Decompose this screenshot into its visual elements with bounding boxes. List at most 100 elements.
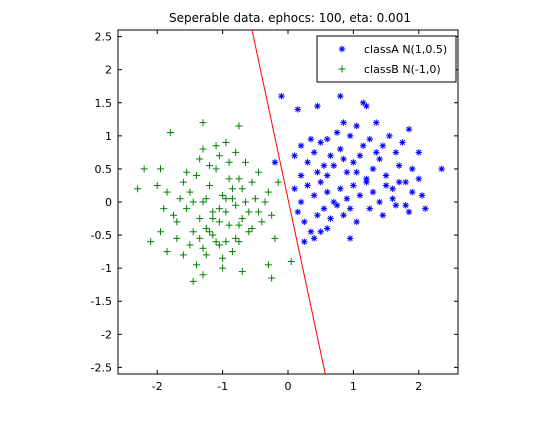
classB-point	[245, 228, 253, 236]
y-tick-label: 0.5	[95, 163, 113, 176]
classB-point	[173, 234, 181, 242]
classA-point	[415, 149, 422, 156]
classA-point	[395, 178, 403, 186]
classA-point	[389, 195, 396, 202]
classB-point	[196, 234, 204, 242]
classA-point	[294, 208, 302, 216]
classA-point	[310, 149, 318, 156]
classB-point	[192, 172, 200, 180]
classA-point	[330, 162, 337, 169]
classB-point	[255, 168, 263, 176]
classB-point	[268, 274, 276, 282]
classA-point	[317, 178, 324, 186]
classA-point	[356, 192, 364, 199]
x-tick-label: -1	[217, 380, 228, 393]
classA-point	[392, 149, 400, 156]
classA-point	[386, 132, 393, 140]
classA-point	[314, 212, 321, 219]
classA-point	[353, 218, 360, 226]
classA-point	[324, 135, 331, 143]
y-tick-label: -2.5	[91, 361, 112, 374]
classB-point	[140, 165, 148, 173]
classB-point	[163, 248, 171, 256]
classA-point	[314, 102, 321, 110]
classA-point	[438, 165, 445, 173]
classB-point	[206, 162, 214, 170]
classA-point	[402, 202, 409, 209]
classA-point	[353, 169, 360, 176]
classA-point	[356, 152, 364, 159]
legend-box	[316, 35, 457, 83]
classA-point	[363, 175, 370, 183]
classA-point	[359, 142, 367, 149]
classB-point	[173, 218, 181, 226]
y-axis: -2.5 -2 -1.5 -1 -0.5 0 0.5 1 1.5 2 2.5	[91, 31, 458, 374]
classB-point	[186, 188, 194, 196]
classB-point	[238, 267, 246, 275]
classA-point	[317, 228, 324, 235]
classB-point	[176, 195, 184, 203]
classB-point	[206, 228, 214, 236]
x-tick-label: -2	[152, 380, 163, 393]
classB-point	[183, 168, 191, 176]
classB-point	[287, 258, 295, 266]
y-tick-label: 1	[105, 130, 112, 143]
classA-point	[395, 162, 403, 169]
plot-area	[117, 29, 459, 375]
classA-point	[376, 198, 383, 206]
classB-point	[261, 198, 269, 206]
classA-point	[415, 175, 422, 183]
classB-point	[215, 241, 223, 249]
classA-point	[402, 178, 409, 186]
legend-plus-icon	[338, 65, 346, 73]
classA-point	[278, 92, 285, 100]
classA-point	[327, 152, 334, 159]
classB-point	[196, 215, 204, 223]
classA-point	[409, 188, 416, 196]
classB-point	[232, 148, 240, 156]
classB-point	[242, 198, 249, 206]
classB-point	[235, 122, 243, 130]
classA-point	[337, 185, 344, 192]
y-tick-label: -1	[101, 262, 112, 275]
classB-point	[264, 261, 272, 269]
classA-point	[392, 202, 400, 209]
classB-point	[134, 185, 142, 193]
classA-point	[353, 122, 360, 130]
classB-point	[232, 201, 240, 209]
y-tick-label: 2.5	[95, 31, 113, 44]
classB-point	[271, 234, 279, 242]
classA-point	[337, 145, 344, 153]
classB-point	[248, 224, 256, 232]
classB-point	[170, 211, 178, 219]
decision-boundary-layer	[251, 30, 326, 374]
classB-point	[186, 241, 194, 249]
classB-point	[166, 129, 174, 137]
classB-point	[248, 178, 256, 186]
classA-point	[422, 205, 429, 212]
classB-point	[274, 178, 282, 186]
classB-point	[228, 195, 236, 203]
classB-point	[222, 238, 230, 246]
classA-point	[399, 139, 406, 146]
classA-point	[333, 202, 341, 209]
classB-point	[242, 158, 249, 166]
classB-point	[179, 251, 187, 259]
classB-point	[199, 198, 207, 206]
classA-point	[317, 139, 324, 146]
classB-point	[258, 218, 266, 226]
classA-point	[297, 198, 305, 206]
y-tick-label: -2	[101, 328, 112, 341]
plot-frame	[117, 29, 459, 375]
classA-point	[366, 135, 373, 143]
classA-point	[350, 182, 357, 189]
x-tick-label: 2	[415, 380, 422, 393]
classA-point	[382, 172, 390, 179]
classA-point	[373, 149, 380, 156]
y-tick-label: -1.5	[91, 295, 112, 308]
classA-point	[405, 208, 413, 216]
x-tick-label: 1	[350, 380, 357, 393]
legend-label: classB N(-1,0)	[364, 63, 441, 76]
classA-point	[291, 152, 298, 159]
